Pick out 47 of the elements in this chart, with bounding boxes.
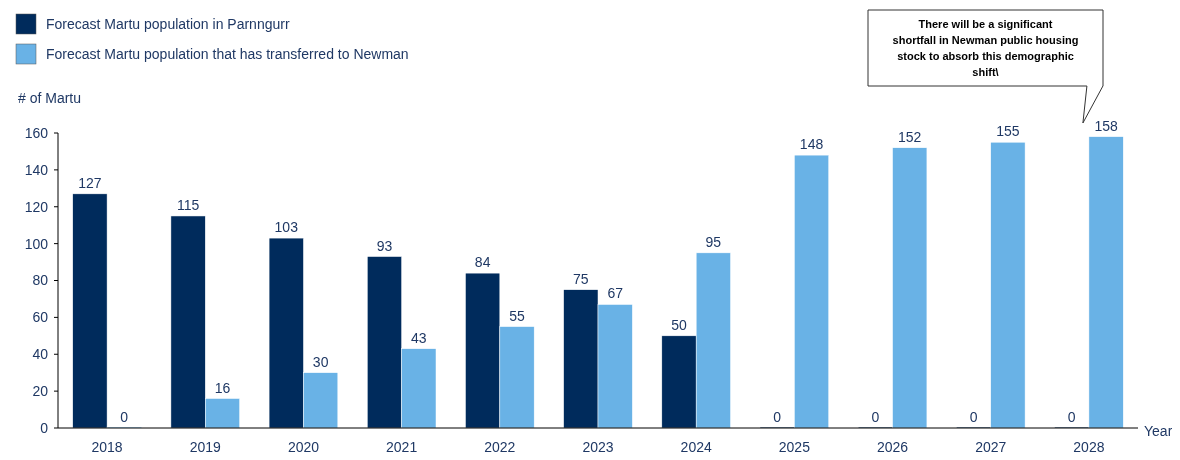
x-tick-label: 2028 <box>1073 439 1105 455</box>
y-tick-label: 100 <box>24 235 49 252</box>
data-label: 55 <box>509 307 525 324</box>
legend-label: Forecast Martu population that has transferred to Newman <box>46 46 409 62</box>
data-label: 67 <box>607 285 624 302</box>
data-label: 148 <box>799 136 824 153</box>
data-label: 0 <box>120 409 129 425</box>
data-label: 127 <box>78 174 102 191</box>
y-tick-label: 0 <box>40 419 49 436</box>
x-tick-label: 2023 <box>582 439 614 455</box>
data-label: 95 <box>705 233 722 250</box>
x-tick-label: 2024 <box>680 439 712 455</box>
y-tick-label: 80 <box>32 272 49 289</box>
y-tick-label: 120 <box>24 198 49 215</box>
data-label: 0 <box>1067 409 1076 425</box>
x-axis-title: Year <box>1144 423 1173 439</box>
data-label: 0 <box>969 409 978 425</box>
y-tick-label: 40 <box>32 346 49 363</box>
data-label: 0 <box>773 409 782 425</box>
data-label: 0 <box>871 409 880 425</box>
data-label: 75 <box>573 270 589 287</box>
data-label: 30 <box>312 353 329 370</box>
data-label: 93 <box>376 237 393 254</box>
data-label: 115 <box>176 196 200 213</box>
x-tick-label: 2019 <box>189 439 222 455</box>
y-tick-label: 60 <box>32 309 49 326</box>
x-tick-label: 2021 <box>386 439 418 455</box>
data-label: 50 <box>671 316 687 333</box>
text: There will be a significant shortfall in Newman public housing stock to absorb this demographic shift\ <box>892 18 1079 78</box>
y-tick-label: 20 <box>32 383 49 400</box>
x-tick-label: 2018 <box>91 439 123 455</box>
y-tick-label: 140 <box>24 161 49 178</box>
legend-label: Forecast Martu population in Parnngurr <box>46 16 290 32</box>
x-tick-label: 2027 <box>975 439 1007 455</box>
data-label: 152 <box>898 128 922 145</box>
x-tick-label: 2026 <box>876 439 909 455</box>
y-axis-title: # of Martu <box>18 90 82 106</box>
data-label: 43 <box>411 329 427 346</box>
data-label: 84 <box>474 254 491 271</box>
data-label: 103 <box>274 219 299 236</box>
x-tick-label: 2020 <box>287 439 320 455</box>
data-label: 16 <box>214 379 231 396</box>
x-tick-label: 2022 <box>484 439 516 455</box>
x-tick-label: 2025 <box>778 439 811 455</box>
y-tick-label: 160 <box>24 124 49 141</box>
data-label: 158 <box>1094 117 1118 134</box>
data-label: 155 <box>996 123 1020 140</box>
